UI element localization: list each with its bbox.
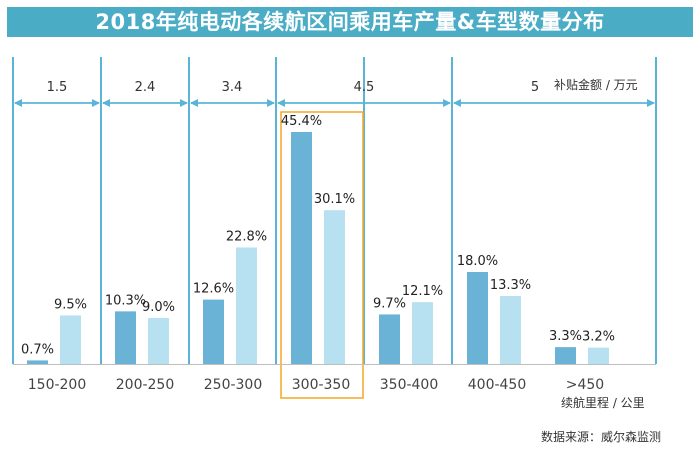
bar-series-1 [467,272,488,364]
bar-series-1 [555,347,576,364]
data-label: 18.0% [457,254,498,269]
x-tick-label: 400-450 [468,377,527,393]
data-label: 22.8% [226,229,267,244]
data-label: 0.7% [21,342,54,357]
bar-series-1 [115,311,136,364]
data-source-note: 数据来源：威尔森监测 [541,430,662,444]
subsidy-unit-label: 补贴金额 / 万元 [554,78,638,92]
data-label: 3.3% [549,329,582,344]
bar-series-2 [236,247,257,364]
bar-series-1 [379,314,400,364]
bar-series-2 [500,296,521,364]
bar-series-2 [60,315,81,364]
subsidy-value: 1.5 [47,80,68,95]
bar-series-2 [412,302,433,364]
x-tick-label: 300-350 [292,377,351,393]
chart-title: 2018年纯电动各续航区间乘用车产量&车型数量分布 [95,10,605,34]
bar-series-1 [203,299,224,364]
subsidy-value: 2.4 [135,80,156,95]
bar-series-2 [148,318,169,364]
bar-series-1 [27,360,48,364]
data-label: 9.7% [373,296,406,311]
title-bar: 2018年纯电动各续航区间乘用车产量&车型数量分布 [7,7,693,37]
data-label: 3.2% [582,330,615,345]
data-label: 12.1% [402,284,443,299]
bar-series-2 [324,210,345,364]
data-label: 9.0% [142,300,175,315]
x-tick-label: >450 [566,377,604,393]
subsidy-value: 4.5 [354,80,375,95]
data-label: 10.3% [105,293,146,308]
x-tick-label: 200-250 [116,377,175,393]
data-label: 12.6% [193,282,234,297]
subsidy-value: 3.4 [222,80,243,95]
x-tick-label: 350-400 [380,377,439,393]
data-label: 13.3% [490,278,531,293]
x-axis-unit-label: 续航里程 / 公里 [561,396,645,410]
bar-series-2 [588,347,609,364]
data-label: 9.5% [54,297,87,312]
data-label: 30.1% [314,192,355,207]
x-tick-label: 150-200 [28,377,87,393]
data-label: 45.4% [281,114,322,129]
highlight-box [280,111,364,399]
subsidy-value: 5 [531,80,539,95]
bar-series-1 [291,132,312,364]
x-tick-label: 250-300 [204,377,263,393]
